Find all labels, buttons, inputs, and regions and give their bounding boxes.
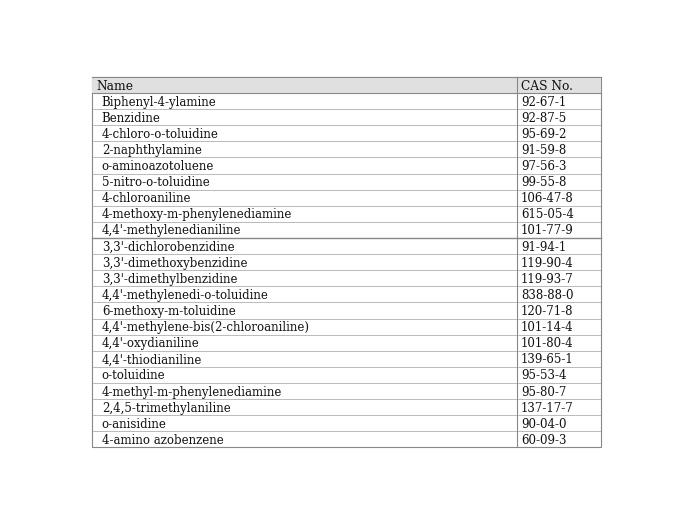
Text: 6-methoxy-m-toluidine: 6-methoxy-m-toluidine (102, 305, 235, 317)
Text: 4-chloro-o-toluidine: 4-chloro-o-toluidine (102, 128, 218, 140)
Text: 3,3'-dimethylbenzidine: 3,3'-dimethylbenzidine (102, 272, 237, 285)
Text: o-anisidine: o-anisidine (102, 417, 167, 430)
Text: 119-93-7: 119-93-7 (521, 272, 574, 285)
Text: 4-methyl-m-phenylenediamine: 4-methyl-m-phenylenediamine (102, 385, 282, 398)
Text: 137-17-7: 137-17-7 (521, 401, 574, 414)
Text: 92-67-1: 92-67-1 (521, 95, 566, 109)
Text: o-aminoazotoluene: o-aminoazotoluene (102, 160, 214, 173)
Text: 60-09-3: 60-09-3 (521, 433, 566, 446)
Text: 3,3'-dichlorobenzidine: 3,3'-dichlorobenzidine (102, 240, 235, 253)
Text: 4,4'-methylenedianiline: 4,4'-methylenedianiline (102, 224, 241, 237)
Text: 120-71-8: 120-71-8 (521, 305, 573, 317)
Bar (93, 78, 600, 94)
Text: Benzidine: Benzidine (102, 112, 161, 124)
Text: 4,4'-oxydianiline: 4,4'-oxydianiline (102, 336, 199, 349)
Text: 2,4,5-trimethylaniline: 2,4,5-trimethylaniline (102, 401, 231, 414)
Text: 101-77-9: 101-77-9 (521, 224, 574, 237)
Text: 95-69-2: 95-69-2 (521, 128, 566, 140)
Text: 4-methoxy-m-phenylenediamine: 4-methoxy-m-phenylenediamine (102, 208, 292, 221)
Text: 4,4'-methylene-bis(2-chloroaniline): 4,4'-methylene-bis(2-chloroaniline) (102, 321, 310, 333)
Text: 101-80-4: 101-80-4 (521, 336, 573, 349)
Text: CAS No.: CAS No. (521, 79, 573, 92)
Text: 95-53-4: 95-53-4 (521, 369, 566, 382)
Text: 4-amino azobenzene: 4-amino azobenzene (102, 433, 224, 446)
Text: Biphenyl-4-ylamine: Biphenyl-4-ylamine (102, 95, 216, 109)
Text: 95-80-7: 95-80-7 (521, 385, 566, 398)
Text: 92-87-5: 92-87-5 (521, 112, 566, 124)
Text: 101-14-4: 101-14-4 (521, 321, 573, 333)
Text: 838-88-0: 838-88-0 (521, 288, 573, 301)
Text: 106-47-8: 106-47-8 (521, 192, 574, 205)
Text: 5-nitro-o-toluidine: 5-nitro-o-toluidine (102, 176, 210, 189)
Text: 4,4'-methylenedi-o-toluidine: 4,4'-methylenedi-o-toluidine (102, 288, 268, 301)
Text: 91-59-8: 91-59-8 (521, 143, 566, 157)
Text: 139-65-1: 139-65-1 (521, 352, 574, 366)
Text: 97-56-3: 97-56-3 (521, 160, 566, 173)
Text: 4-chloroaniline: 4-chloroaniline (102, 192, 191, 205)
Text: 2-naphthylamine: 2-naphthylamine (102, 143, 201, 157)
Text: 91-94-1: 91-94-1 (521, 240, 566, 253)
Text: Name: Name (97, 79, 134, 92)
Text: 99-55-8: 99-55-8 (521, 176, 566, 189)
Text: 615-05-4: 615-05-4 (521, 208, 574, 221)
Text: 4,4'-thiodianiline: 4,4'-thiodianiline (102, 352, 202, 366)
Text: 3,3'-dimethoxybenzidine: 3,3'-dimethoxybenzidine (102, 256, 247, 269)
Text: 90-04-0: 90-04-0 (521, 417, 566, 430)
Text: 119-90-4: 119-90-4 (521, 256, 574, 269)
Text: o-toluidine: o-toluidine (102, 369, 166, 382)
